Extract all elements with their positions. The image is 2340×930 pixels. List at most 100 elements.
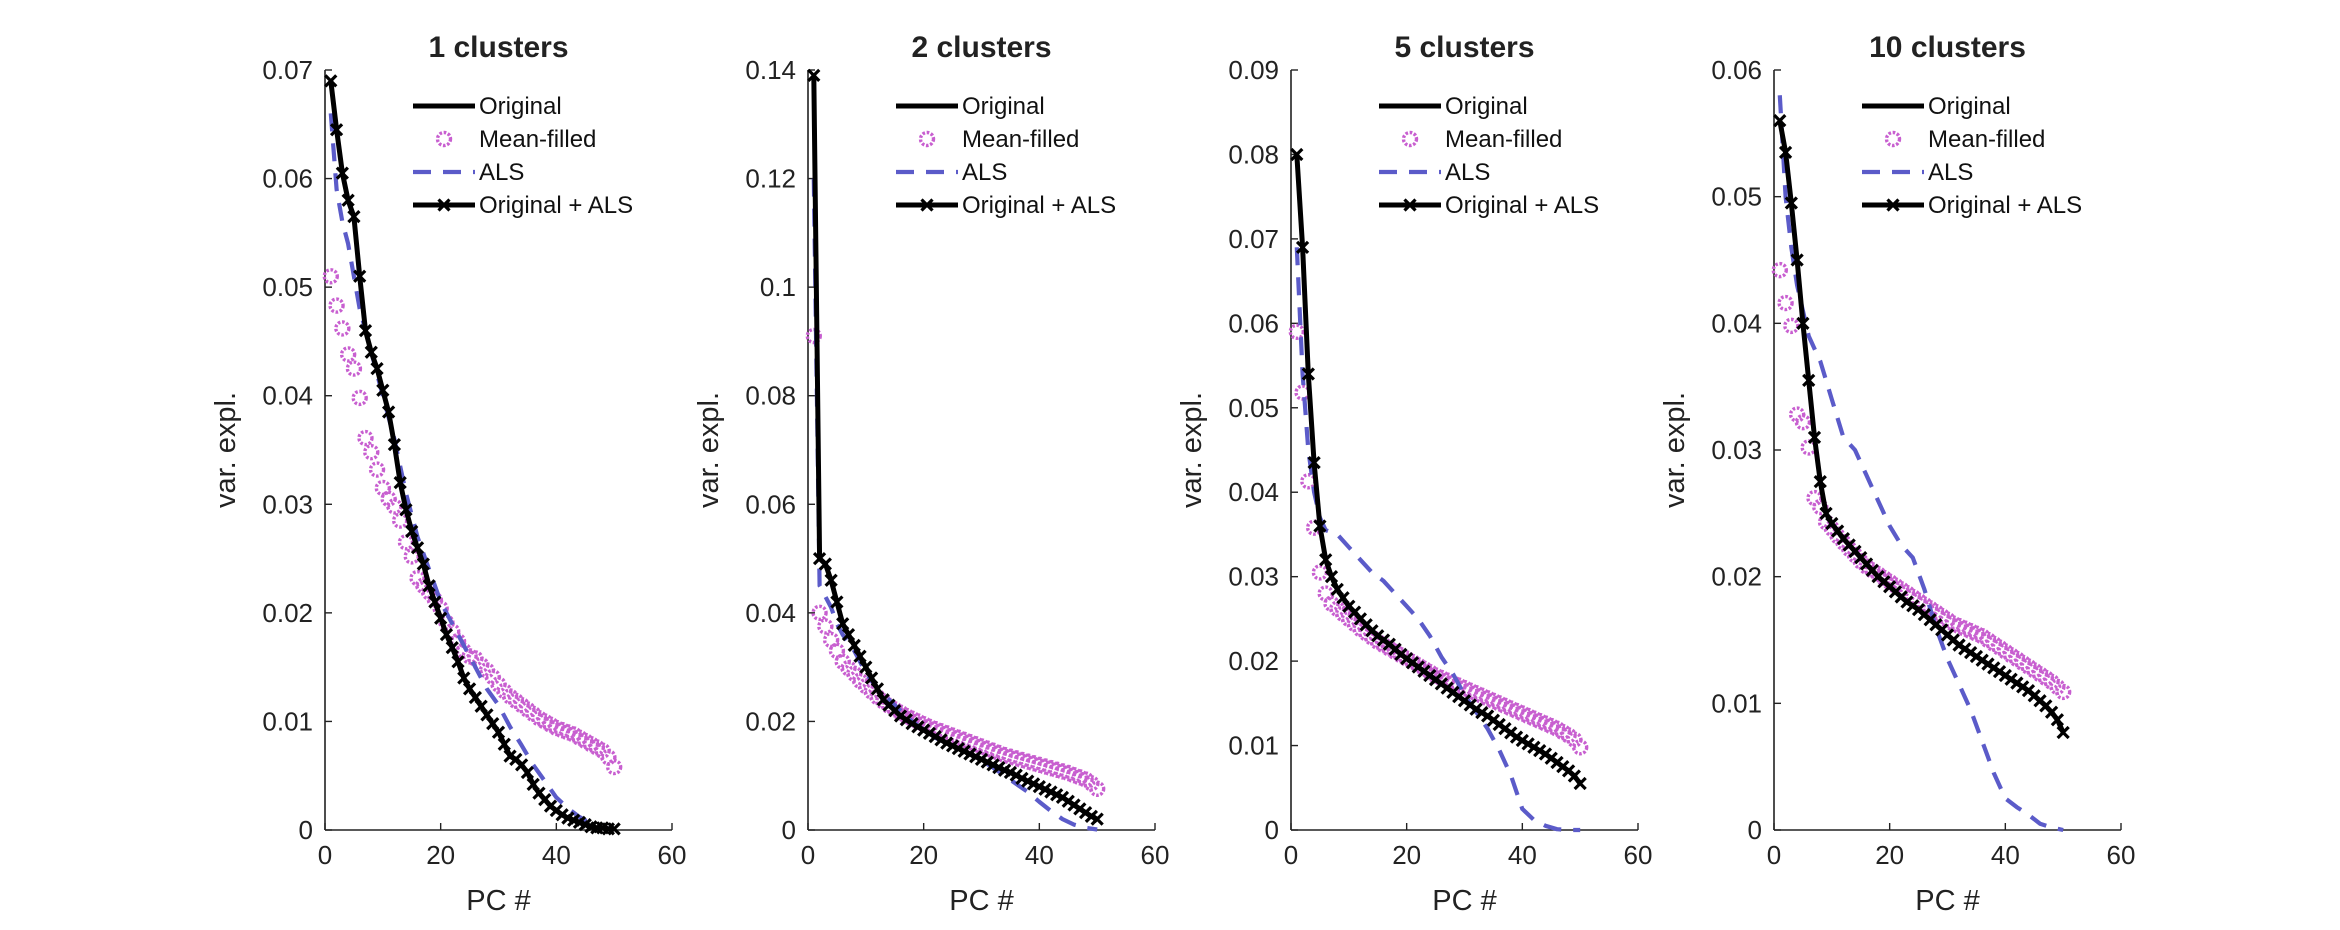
legend-label: Mean-filled [1445,126,1562,153]
y-tick-label: 0.06 [262,164,313,194]
series-line-als [1777,95,2064,833]
data-point-mean-filled [1490,695,1508,712]
data-point-mean-filled [582,736,600,753]
data-point-mean-filled [1077,771,1094,788]
data-point-original-plus-als [1784,196,1798,210]
data-point-mean-filled [938,725,955,742]
panel-2: 0 0.02 0.04 0.06 0.08 0.1 0.12 0.14 0 20 40 60 2 clu… [693,31,1169,917]
data-point-original-plus-als [1796,316,1810,330]
data-point-original-plus-als [497,737,511,751]
data-point-mean-filled [1508,702,1525,720]
y-tick-label: 0.02 [262,598,313,628]
data-point-original-plus-als [451,655,465,669]
data-point-mean-filled [1979,631,1997,649]
data-point-mean-filled [1985,635,2002,652]
y-tick-label: 0.07 [1228,224,1279,254]
x-axis-label: PC # [1432,885,1496,917]
y-tick-label: 0.01 [262,706,313,736]
data-point-original-plus-als [2056,725,2070,740]
y-tick-label: 0 [299,815,313,845]
data-point-mean-filled [345,360,363,377]
data-point-mean-filled [1991,639,2008,656]
data-point-original-plus-als [1324,570,1339,584]
data-point-original-plus-als [468,690,482,705]
panel-3: 0 0.01 0.02 0.03 0.04 0.05 0.06 0.07 0.08 0.09 0 20… [1176,31,1652,917]
data-point-mean-filled [1933,607,1950,625]
data-point-mean-filled [368,461,386,478]
x-tick-label: 20 [1392,840,1421,870]
y-tick-label: 0.02 [745,706,796,736]
data-point-mean-filled [1410,657,1427,674]
data-point-mean-filled [605,758,623,776]
data-point-original-plus-als [1819,506,1833,520]
data-point-mean-filled [955,731,973,749]
data-point-original-plus-als [1301,367,1315,381]
data-point-mean-filled [351,389,368,407]
data-point-mean-filled [2002,647,2020,664]
x-tick-label: 60 [2107,840,2136,870]
data-point-mean-filled [328,297,345,314]
data-point-mean-filled [461,648,478,665]
data-point-mean-filled [1450,677,1467,694]
x-axis-label: PC # [1915,885,1979,917]
data-point-mean-filled [1968,625,1985,642]
data-point-mean-filled [1864,562,1881,579]
y-tick-label: 0.04 [745,598,796,628]
legend-label: Original + ALS [1445,192,1599,219]
data-point-original-plus-als [853,649,867,663]
series-mean-filled [1288,323,1589,756]
y-tick-label: 0.06 [1711,55,1762,85]
data-point-mean-filled [1479,690,1496,707]
y-tick-label: 0.1 [760,272,796,302]
data-point-mean-filled [1950,617,1968,635]
data-point-original-plus-als [381,405,396,419]
series-original-plus-als [324,74,621,836]
data-point-mean-filled [1467,685,1485,702]
data-point-mean-filled [892,704,909,721]
data-point-original-plus-als [416,557,430,571]
data-point-original-plus-als [480,708,494,722]
data-point-mean-filled [805,327,822,345]
data-point-mean-filled [1973,628,1991,645]
data-point-original-plus-als [486,716,500,731]
data-point-mean-filled [1514,705,1531,722]
x-tick-label: 60 [1141,840,1170,870]
y-axis-label: var. expl. [1659,392,1691,508]
legend-label: Original [1445,93,1528,120]
data-point-mean-filled [1496,697,1514,715]
data-point-mean-filled [1311,564,1329,581]
x-tick-label: 0 [318,840,332,870]
data-point-mean-filled [1927,603,1945,621]
data-point-mean-filled [822,631,840,649]
data-point-original-plus-als [1295,240,1310,254]
x-tick-label: 40 [1508,840,1537,870]
y-tick-label: 0.09 [1228,55,1279,85]
data-point-mean-filled [322,268,339,285]
data-point-original-plus-als [841,627,856,642]
legend-marker-original-plus-als [437,198,451,212]
data-point-original-plus-als [353,269,367,283]
data-point-original-plus-als [1307,456,1321,470]
data-point-mean-filled [1473,687,1491,704]
data-point-original-plus-als [870,682,885,696]
data-point-mean-filled [2026,662,2043,679]
data-point-original-plus-als [1773,114,1787,128]
data-point-original-plus-als [1336,591,1350,605]
y-tick-label: 0.04 [1228,477,1279,507]
x-axis-label: PC # [949,885,1013,917]
data-point-original-plus-als [439,627,454,642]
data-point-mean-filled [1392,647,1410,664]
data-point-original-plus-als [864,671,879,685]
data-point-mean-filled [553,721,571,739]
data-point-original-plus-als [422,579,436,593]
y-tick-label: 0.14 [745,55,796,85]
y-tick-label: 0 [1748,815,1762,845]
y-axis-label: var. expl. [210,392,242,508]
chart-title: 1 clusters [428,31,568,64]
y-tick-label: 0 [1265,815,1279,845]
data-point-original-plus-als [405,524,419,539]
data-point-original-plus-als [434,611,448,625]
data-point-original-plus-als [859,660,873,674]
data-point-original-plus-als [393,475,407,490]
